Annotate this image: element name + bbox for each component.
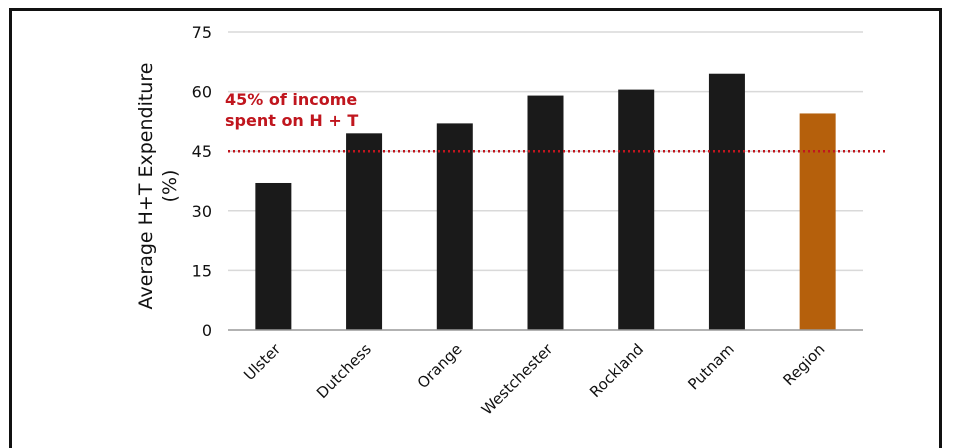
y-tick-label: 0 [202,321,212,340]
bar-rockland [618,89,655,330]
y-tick-label: 30 [192,202,212,221]
x-tick-label: Putnam [684,340,737,393]
bars [255,73,836,331]
x-tick-label: Dutchess [313,340,375,402]
threshold-label-line1: 45% of income [225,90,357,109]
y-tick-label: 15 [192,261,212,280]
bar-region [799,113,836,330]
x-tick-label: Westchester [478,340,557,419]
y-tick-label: 45 [192,142,212,161]
y-axis-label: Average H+T Expenditure (%) [135,63,181,310]
y-tick-label: 60 [192,83,212,102]
chart: Average H+T Expenditure (%) 01530456075 … [135,23,888,419]
threshold-label-line2: spent on H + T [225,111,358,130]
threshold-group: 45% of income spent on H + T [225,90,888,153]
y-axis-label-line2: (%) [159,170,181,203]
x-tick-label: Orange [414,340,466,392]
bar-putnam [708,73,745,330]
bar-ulster [255,182,292,330]
x-tick-label: Ulster [240,340,285,385]
bar-orange [436,123,473,331]
x-ticks: Ulster Dutchess Orange Westchester Rockland P… [240,340,828,419]
bar-dutchess [346,133,383,330]
x-tick-label: Region [779,340,828,389]
bar-westchester [527,95,564,330]
x-tick-label: Rockland [586,340,647,401]
y-tick-label: 75 [192,23,212,42]
y-axis-label-line1: Average H+T Expenditure [135,63,157,310]
chart-frame [9,8,942,448]
y-ticks: 0 15 30 45 60 75 [192,23,212,340]
